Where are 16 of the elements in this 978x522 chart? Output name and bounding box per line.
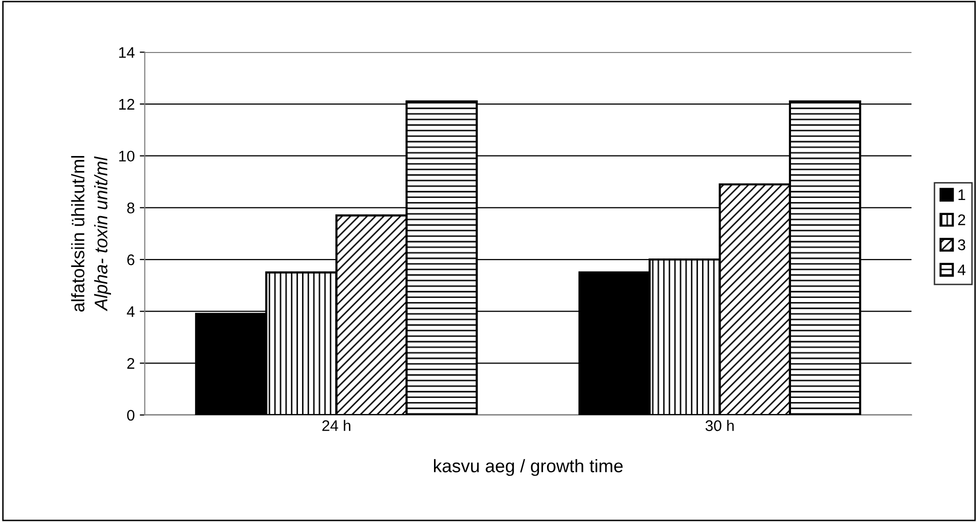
x-tick-label: 24 h bbox=[322, 420, 350, 431]
y-tick-label: 6 bbox=[127, 254, 134, 266]
x-axis-title: kasvu aeg / growth time bbox=[434, 459, 623, 476]
y-tick-label: 0 bbox=[127, 410, 134, 421]
y-tick-label: 14 bbox=[119, 47, 135, 58]
x-tick-label: 30 h bbox=[706, 420, 734, 432]
legend-label: 1 bbox=[958, 190, 966, 200]
legend-label: 3 bbox=[958, 239, 966, 250]
y-tick-label: 10 bbox=[119, 150, 134, 162]
y-axis-title: alfatoksiin ühikut/ml Alpha- toxin unit/ml bbox=[71, 156, 111, 312]
y-tick-label: 2 bbox=[127, 358, 134, 369]
y-tick-label: 12 bbox=[119, 98, 134, 110]
legend-label: 4 bbox=[958, 264, 966, 276]
y-tick-label: 8 bbox=[127, 202, 134, 214]
y-tick-label: 4 bbox=[126, 306, 135, 317]
legend-label: 2 bbox=[958, 214, 966, 226]
